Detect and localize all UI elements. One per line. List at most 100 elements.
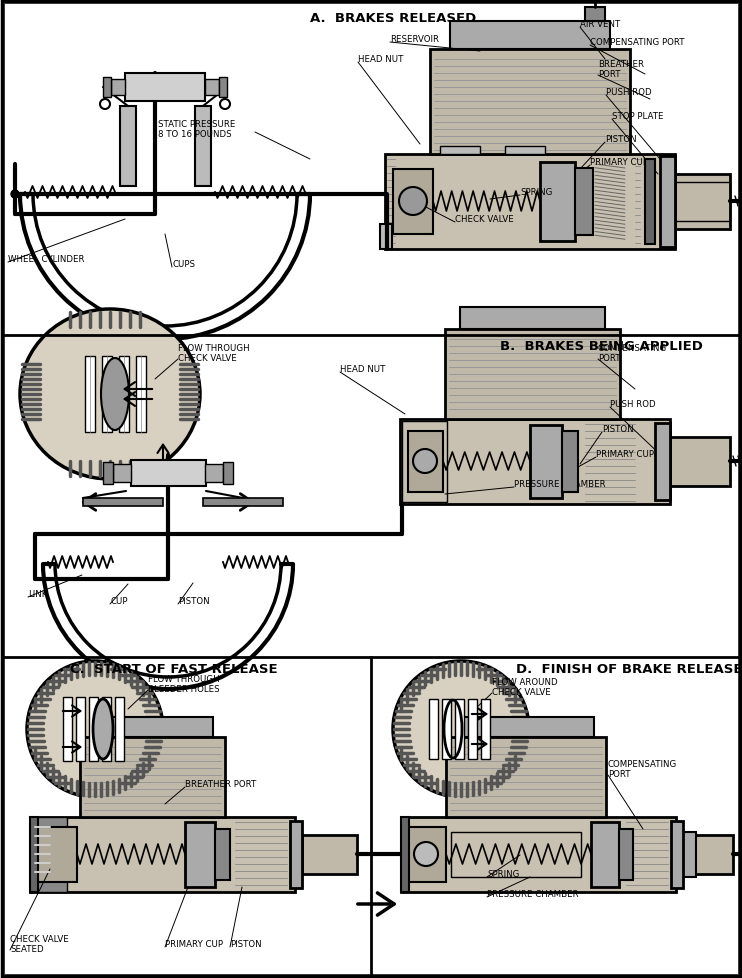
Text: FLOW THROUGH
BLEEDER HOLES: FLOW THROUGH BLEEDER HOLES — [148, 674, 220, 693]
Bar — [619, 829, 633, 880]
Bar — [92, 717, 213, 737]
Bar — [102, 357, 112, 432]
Bar — [401, 818, 676, 892]
Text: STOP PLATE: STOP PLATE — [612, 111, 663, 121]
Circle shape — [399, 188, 427, 216]
Text: COMPENSATING PORT: COMPENSATING PORT — [590, 38, 685, 47]
Bar — [450, 22, 610, 50]
Bar — [290, 822, 302, 888]
Bar — [89, 697, 98, 761]
Bar — [676, 832, 696, 877]
Text: PISTON: PISTON — [230, 939, 262, 948]
Text: PUSH ROD: PUSH ROD — [610, 400, 656, 409]
Bar — [219, 78, 227, 98]
Bar — [460, 308, 605, 330]
Bar — [203, 499, 283, 507]
Bar — [205, 80, 219, 96]
Bar — [645, 159, 655, 244]
Text: C.  START OF FAST RELEASE: C. START OF FAST RELEASE — [70, 662, 278, 676]
Bar — [223, 463, 233, 484]
Text: STATIC PRESSURE
8 TO 16 POUNDS: STATIC PRESSURE 8 TO 16 POUNDS — [158, 120, 235, 139]
Bar — [195, 107, 211, 187]
Bar — [30, 818, 38, 892]
Bar — [102, 697, 111, 761]
Text: PISTON: PISTON — [605, 135, 637, 144]
Bar — [85, 357, 95, 432]
Bar — [446, 737, 606, 818]
Bar — [481, 699, 490, 759]
Bar — [30, 818, 67, 892]
Bar — [205, 465, 223, 482]
Bar — [76, 697, 85, 761]
Bar — [115, 697, 124, 761]
Bar — [683, 835, 733, 874]
Text: PISTON: PISTON — [178, 597, 210, 605]
Bar — [35, 827, 77, 882]
Bar — [458, 717, 594, 737]
Bar — [591, 822, 619, 887]
Text: BREATHER
PORT: BREATHER PORT — [598, 60, 644, 79]
Bar — [380, 225, 392, 249]
Text: SPRING: SPRING — [520, 188, 552, 197]
Bar — [455, 699, 464, 759]
Ellipse shape — [101, 359, 129, 430]
Circle shape — [413, 450, 437, 473]
Bar — [131, 461, 206, 486]
Bar — [119, 357, 129, 432]
Bar — [540, 162, 575, 242]
Text: FLOW AROUND
CHECK VALVE: FLOW AROUND CHECK VALVE — [492, 678, 558, 696]
Bar — [451, 832, 581, 877]
Bar — [63, 697, 72, 761]
Bar — [185, 822, 215, 887]
Text: CUPS: CUPS — [172, 260, 195, 269]
Bar — [675, 183, 730, 222]
Text: WHEEL CYLINDER: WHEEL CYLINDER — [8, 254, 85, 264]
Bar — [111, 80, 125, 96]
Bar — [83, 499, 163, 507]
Text: COMPENSATING
PORT: COMPENSATING PORT — [598, 343, 667, 363]
Text: SPRING: SPRING — [487, 869, 519, 878]
Bar — [215, 829, 230, 880]
Bar — [442, 699, 451, 759]
Text: CUP: CUP — [110, 597, 128, 605]
Text: AIR VENT: AIR VENT — [580, 20, 620, 29]
Bar — [585, 8, 605, 22]
Text: FLOW THROUGH
CHECK VALVE: FLOW THROUGH CHECK VALVE — [178, 343, 249, 363]
Bar — [393, 170, 433, 235]
Bar — [113, 465, 131, 482]
Text: BREATHER PORT: BREATHER PORT — [185, 779, 256, 788]
Text: COMPENSATING
PORT: COMPENSATING PORT — [608, 759, 677, 778]
Ellipse shape — [93, 699, 113, 759]
Bar — [675, 175, 730, 230]
Circle shape — [393, 661, 529, 797]
Bar — [655, 423, 670, 501]
Bar — [440, 147, 480, 155]
Bar — [445, 330, 620, 420]
Bar — [660, 156, 675, 247]
Bar — [408, 431, 443, 493]
Bar — [562, 431, 578, 493]
Bar — [302, 835, 357, 874]
Bar — [400, 420, 670, 505]
Bar — [429, 699, 438, 759]
Text: PRIMARY CUP: PRIMARY CUP — [596, 450, 654, 459]
Bar — [406, 827, 446, 882]
Text: PRESSURE CHAMBER: PRESSURE CHAMBER — [514, 479, 605, 488]
Text: CHECK VALVE
SEATED: CHECK VALVE SEATED — [10, 934, 69, 954]
Bar — [401, 818, 409, 892]
Text: LINK: LINK — [28, 590, 47, 599]
Circle shape — [27, 661, 163, 797]
Bar — [136, 357, 146, 432]
Text: HEAD NUT: HEAD NUT — [340, 365, 385, 374]
Text: RESERVOIR: RESERVOIR — [390, 35, 439, 44]
Text: A.  BRAKES RELEASED: A. BRAKES RELEASED — [310, 12, 476, 25]
Bar — [530, 425, 562, 499]
Text: PUSH ROD: PUSH ROD — [606, 88, 651, 97]
Bar — [385, 155, 675, 249]
Text: PRESSURE CHAMBER: PRESSURE CHAMBER — [487, 889, 579, 898]
Ellipse shape — [20, 310, 200, 479]
Bar — [430, 50, 630, 155]
Text: B.  BRAKES BEING APPLIED: B. BRAKES BEING APPLIED — [500, 339, 703, 353]
Bar — [103, 463, 113, 484]
Bar — [80, 737, 225, 818]
